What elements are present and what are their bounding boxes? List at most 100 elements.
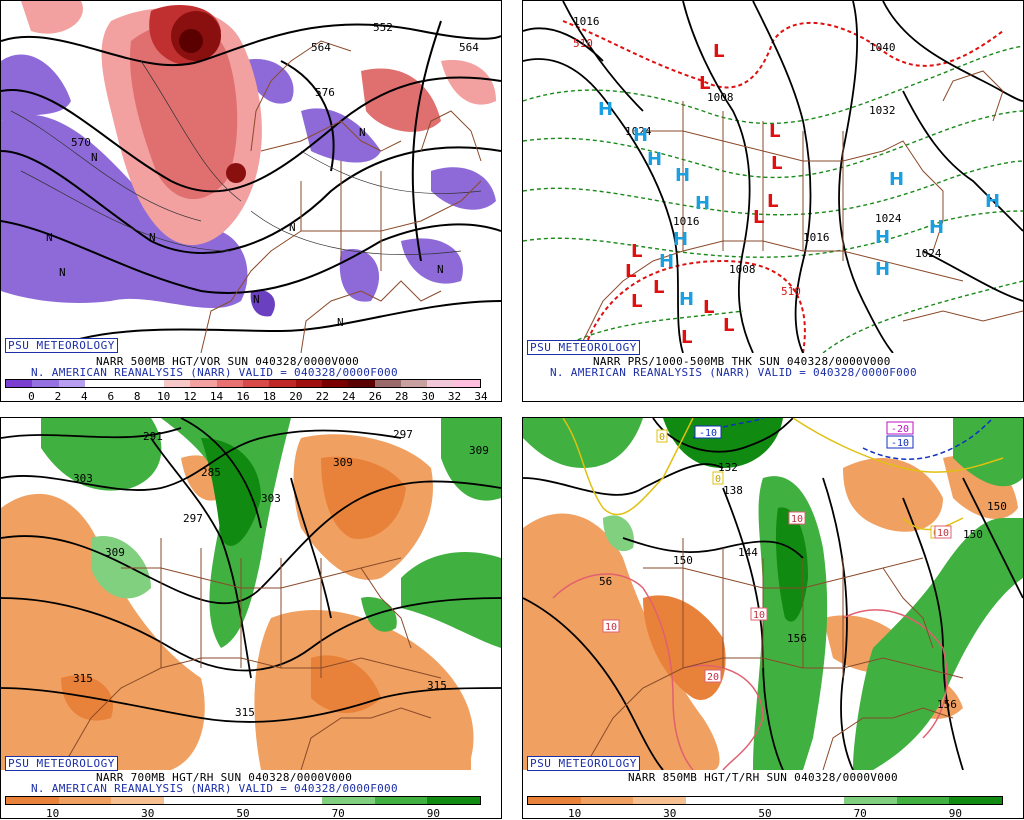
high-pressure-marker: H [889, 169, 904, 190]
colorbar-tick-label: 10 [157, 390, 171, 403]
colorbar-tick-label: 4 [81, 390, 88, 403]
vorticity-min-label: N [437, 263, 444, 276]
height-label: 315 [73, 672, 93, 685]
colorbar-tick-label: 14 [209, 390, 224, 403]
high-pressure-marker: H [647, 149, 662, 170]
colorbar-tick-label: 28 [395, 390, 409, 403]
low-pressure-marker: L [699, 73, 710, 94]
svg-text:10: 10 [937, 528, 949, 539]
rh-colorbar [527, 796, 1003, 805]
svg-text:10: 10 [605, 622, 617, 633]
psu-meteorology-badge: PSU METEOROLOGY [5, 338, 118, 353]
high-pressure-marker: H [659, 251, 674, 272]
vorticity-min-label: N [46, 231, 53, 244]
temp-label-ten: 10 [788, 511, 806, 525]
colorbar-segment [190, 380, 217, 387]
low-pressure-marker: L [771, 153, 782, 174]
colorbar-segment [6, 797, 59, 804]
contour-label: 570 [71, 136, 91, 149]
colorbar-segment [137, 380, 164, 387]
colorbar-segment [295, 380, 322, 387]
colorbar-segment [528, 797, 581, 804]
colorbar-segment [84, 380, 112, 387]
colorbar-tick-label: 24 [342, 390, 356, 403]
height-label: 303 [261, 492, 281, 505]
high-pressure-marker: H [633, 125, 648, 146]
colorbar-segment [6, 380, 33, 387]
colorbar-segment [58, 797, 112, 804]
colorbar-segment [111, 380, 138, 387]
temp-label-ten: 10 [750, 607, 768, 621]
height-label: 291 [143, 430, 163, 443]
temp-label-minus10: -10 [694, 425, 722, 439]
colorbar-tick-label: 8 [133, 390, 141, 403]
vorticity-colorbar [5, 379, 481, 388]
colorbar-segment [163, 380, 191, 387]
panel-500mb-vorticity: 552 564 576 570 564 N N N N N N N N N PS… [0, 0, 502, 403]
colorbar-segment [896, 797, 950, 804]
colorbar-tick-label: 50 [758, 807, 772, 820]
height-label: 297 [393, 428, 413, 441]
panel-700mb-rh: 291 285 303 297 309 303 309 297 309 315 … [0, 417, 502, 820]
high-pressure-marker: H [675, 165, 690, 186]
svg-text:20: 20 [707, 672, 719, 683]
high-pressure-marker: H [598, 99, 613, 120]
temp-label-zero: 0 [712, 471, 724, 485]
colorbar-segment [580, 797, 634, 804]
vorticity-min-label: N [289, 221, 296, 234]
chart-valid-line: N. AMERICAN REANALYSIS (NARR) VALID = 04… [31, 782, 398, 795]
colorbar-tick-label: 30 [421, 390, 435, 403]
colorbar-segment [242, 380, 270, 387]
height-label: 309 [333, 456, 353, 469]
isobar-label: 1016 [673, 215, 700, 228]
pressure-map: 1016 1008 1024 1016 1016 1008 1032 1040 … [523, 1, 1023, 353]
vorticity-min-label: N [359, 126, 366, 139]
colorbar-tick-label: 70 [853, 807, 867, 820]
isobar-label: 1016 [803, 231, 830, 244]
isobar-label: 1024 [625, 125, 652, 138]
low-pressure-marker: L [703, 297, 714, 318]
chart-title: NARR 850MB HGT/T/RH SUN 040328/0000V000 [628, 771, 898, 784]
height-label: 309 [469, 444, 489, 457]
low-pressure-marker: L [631, 241, 642, 262]
colorbar-tick-label: 2 [54, 390, 62, 403]
svg-text:10: 10 [753, 610, 765, 621]
colorbar-segment [949, 797, 1003, 804]
low-pressure-marker: L [631, 291, 642, 312]
contour-label: 576 [315, 86, 335, 99]
rh-colorbar-ticks: 10 30 50 70 90 [527, 807, 1003, 820]
height-label: 138 [723, 484, 743, 497]
height-label: 150 [673, 554, 693, 567]
colorbar-segment [453, 380, 480, 387]
isobar-label: 1032 [869, 104, 896, 117]
isobar-label: 1024 [875, 212, 902, 225]
isobar-label: 1016 [573, 15, 600, 28]
colorbar-tick-label: 12 [183, 390, 197, 403]
colorbar-segment [791, 797, 845, 804]
temp-label-minus10: -10 [886, 435, 914, 449]
contour-label: 564 [459, 41, 479, 54]
colorbar-segment [164, 797, 217, 804]
colorbar-segment [348, 380, 375, 387]
height-label: 132 [718, 461, 738, 474]
low-pressure-marker: L [769, 121, 780, 142]
low-pressure-marker: L [713, 41, 724, 62]
rh-colorbar [5, 796, 481, 805]
rh-colorbar-ticks: 10 30 50 70 90 [5, 807, 481, 820]
colorbar-segment [322, 797, 375, 804]
colorbar-tick-label: 22 [315, 390, 329, 403]
chart-title: NARR 500MB HGT/VOR SUN 040328/0000V000 [96, 355, 360, 368]
high-pressure-marker: H [875, 259, 890, 280]
vorticity-min-label: N [253, 293, 260, 306]
colorbar-segment [738, 797, 792, 804]
colorbar-tick-label: 10 [45, 807, 60, 820]
isobar-label: 1024 [915, 247, 942, 260]
height-label: 156 [787, 632, 807, 645]
colorbar-tick-label: 16 [236, 390, 250, 403]
height-label: 315 [235, 706, 255, 719]
high-pressure-marker: H [695, 193, 710, 214]
svg-text:-10: -10 [891, 438, 909, 449]
vorticity-min-label: N [59, 266, 66, 279]
height-label: 150 [987, 500, 1007, 513]
rh850-map: 132 138 144 150 150 156 150 156 56 -10 -… [523, 418, 1023, 770]
